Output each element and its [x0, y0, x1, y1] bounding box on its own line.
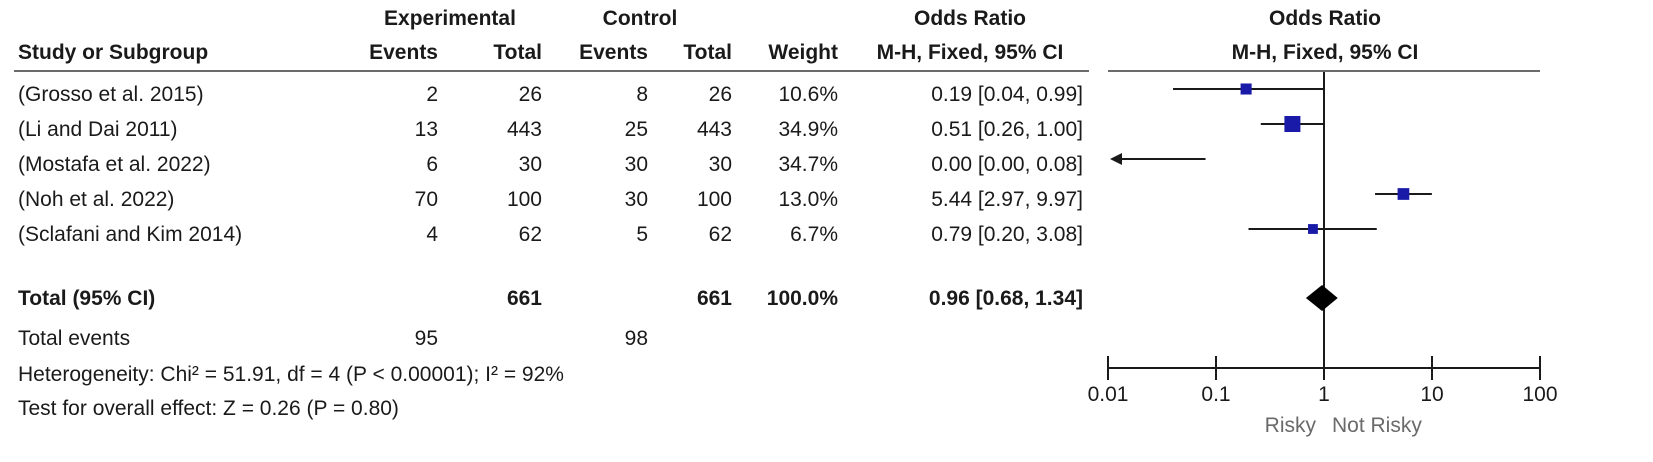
ci-arrow	[1110, 153, 1122, 165]
weight-header: Weight	[768, 41, 838, 64]
total-events-exp: 95	[414, 327, 438, 350]
study-marker	[1284, 116, 1301, 132]
study-marker	[1308, 224, 1318, 234]
experimental-header: Experimental	[384, 7, 516, 30]
study-name: (Mostafa et al. 2022)	[18, 153, 211, 176]
weight: 34.9%	[778, 118, 838, 141]
plot-title: Odds Ratio	[1268, 7, 1381, 30]
tick-label: 1	[1318, 383, 1330, 406]
total-events-label: Total events	[18, 327, 131, 350]
ctl-events: 30	[624, 153, 648, 176]
method-header: M-H, Fixed, 95% CI	[876, 41, 1064, 64]
ctl-events: 8	[636, 83, 648, 106]
study-name: (Noh et al. 2022)	[18, 188, 175, 211]
ctl-total: 26	[708, 83, 732, 106]
exp-total: 26	[518, 83, 542, 106]
total-weight: 100.0%	[766, 287, 838, 310]
odds-ratio-header: Odds Ratio	[913, 7, 1026, 30]
overall-effect-text: Test for overall effect: Z = 0.26 (P = 0…	[18, 397, 399, 420]
total-label: Total (95% CI)	[18, 287, 156, 310]
ctl-events: 30	[624, 188, 648, 211]
total-events-ctl: 98	[624, 327, 648, 350]
tick-label: 0.01	[1088, 383, 1129, 406]
plot-header-divider	[1108, 70, 1540, 72]
total-or-ci: 0.96 [0.68, 1.34]	[928, 287, 1083, 310]
exp-events: 6	[426, 153, 438, 176]
exp-total: 62	[518, 223, 542, 246]
study-name: (Li and Dai 2011)	[18, 118, 178, 141]
exp-events: 13	[414, 118, 438, 141]
or-ci: 0.79 [0.20, 3.08]	[931, 223, 1083, 246]
tick-label: 100	[1522, 383, 1557, 406]
study-marker	[1397, 188, 1410, 200]
or-ci: 0.00 [0.00, 0.08]	[931, 153, 1083, 176]
ctl-events: 5	[636, 223, 648, 246]
total-ctl-total: 661	[696, 287, 732, 310]
ctl-events-header: Events	[579, 41, 648, 64]
study-name: (Grosso et al. 2015)	[18, 83, 204, 106]
exp-events: 2	[426, 83, 438, 106]
weight: 10.6%	[778, 83, 838, 106]
control-header: Control	[602, 7, 678, 30]
ctl-total: 30	[708, 153, 732, 176]
weight: 13.0%	[778, 188, 838, 211]
exp-total: 30	[518, 153, 542, 176]
exp-events: 70	[414, 188, 438, 211]
exp-events-header: Events	[369, 41, 438, 64]
study-header: Study or Subgroup	[18, 41, 209, 64]
pooled-diamond	[1305, 285, 1338, 311]
or-ci: 0.19 [0.04, 0.99]	[931, 83, 1083, 106]
ctl-events: 25	[624, 118, 648, 141]
x-label-left: Risky	[1265, 414, 1317, 437]
or-ci: 5.44 [2.97, 9.97]	[931, 188, 1083, 211]
total-exp-total: 661	[506, 287, 542, 310]
ctl-total-header: Total	[683, 41, 732, 64]
ctl-total: 62	[708, 223, 732, 246]
plot-method-header: M-H, Fixed, 95% CI	[1231, 41, 1419, 64]
weight: 34.7%	[778, 153, 838, 176]
ctl-total: 100	[696, 188, 732, 211]
exp-total: 443	[506, 118, 542, 141]
header-divider	[14, 70, 1089, 72]
ctl-total: 443	[696, 118, 732, 141]
heterogeneity-text: Heterogeneity: Chi² = 51.91, df = 4 (P <…	[18, 363, 564, 386]
study-marker	[1240, 83, 1252, 95]
study-name: (Sclafani and Kim 2014)	[18, 223, 243, 246]
exp-events: 4	[426, 223, 438, 246]
exp-total-header: Total	[493, 41, 542, 64]
tick-label: 10	[1420, 383, 1443, 406]
or-ci: 0.51 [0.26, 1.00]	[931, 118, 1083, 141]
weight: 6.7%	[790, 223, 838, 246]
exp-total: 100	[506, 188, 542, 211]
tick-label: 0.1	[1201, 383, 1230, 406]
x-label-right: Not Risky	[1332, 414, 1422, 437]
